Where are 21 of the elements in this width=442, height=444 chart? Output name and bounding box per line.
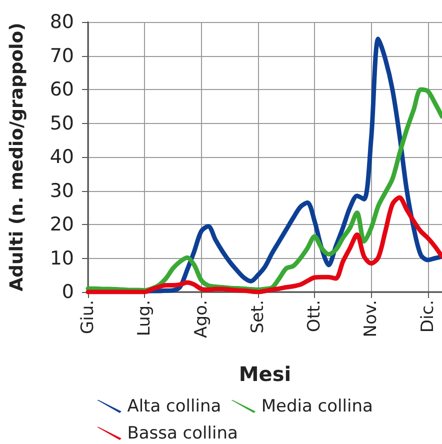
legend-label: Bassa collina <box>127 424 238 444</box>
x-tick-label: Lug. <box>134 300 155 336</box>
x-tick-label: Dic. <box>418 300 438 333</box>
y-axis-title: Adulti (n. medio/grappolo) <box>6 22 28 292</box>
y-tick-label: 10 <box>50 247 74 270</box>
x-tick-label: Set. <box>248 300 268 334</box>
y-tick-label: 20 <box>50 214 74 236</box>
y-tick-label: 50 <box>50 112 74 134</box>
legend-label: Alta collina <box>127 396 222 416</box>
x-tick-label: Nov. <box>361 300 382 338</box>
y-tick-label: 80 <box>50 11 74 33</box>
y-tick-label: 70 <box>50 44 74 67</box>
y-tick-label: 40 <box>50 146 74 168</box>
x-tick-label: Ago. <box>191 300 212 338</box>
x-tick-label: Giu. <box>78 300 98 334</box>
y-tick-label: 0 <box>62 281 74 303</box>
y-tick-label: 60 <box>50 78 74 100</box>
y-tick-label: 30 <box>50 180 74 202</box>
x-axis-title: Mesi <box>238 362 292 386</box>
x-tick-label: Ott. <box>304 300 325 332</box>
legend-label: Media collina <box>261 396 373 416</box>
